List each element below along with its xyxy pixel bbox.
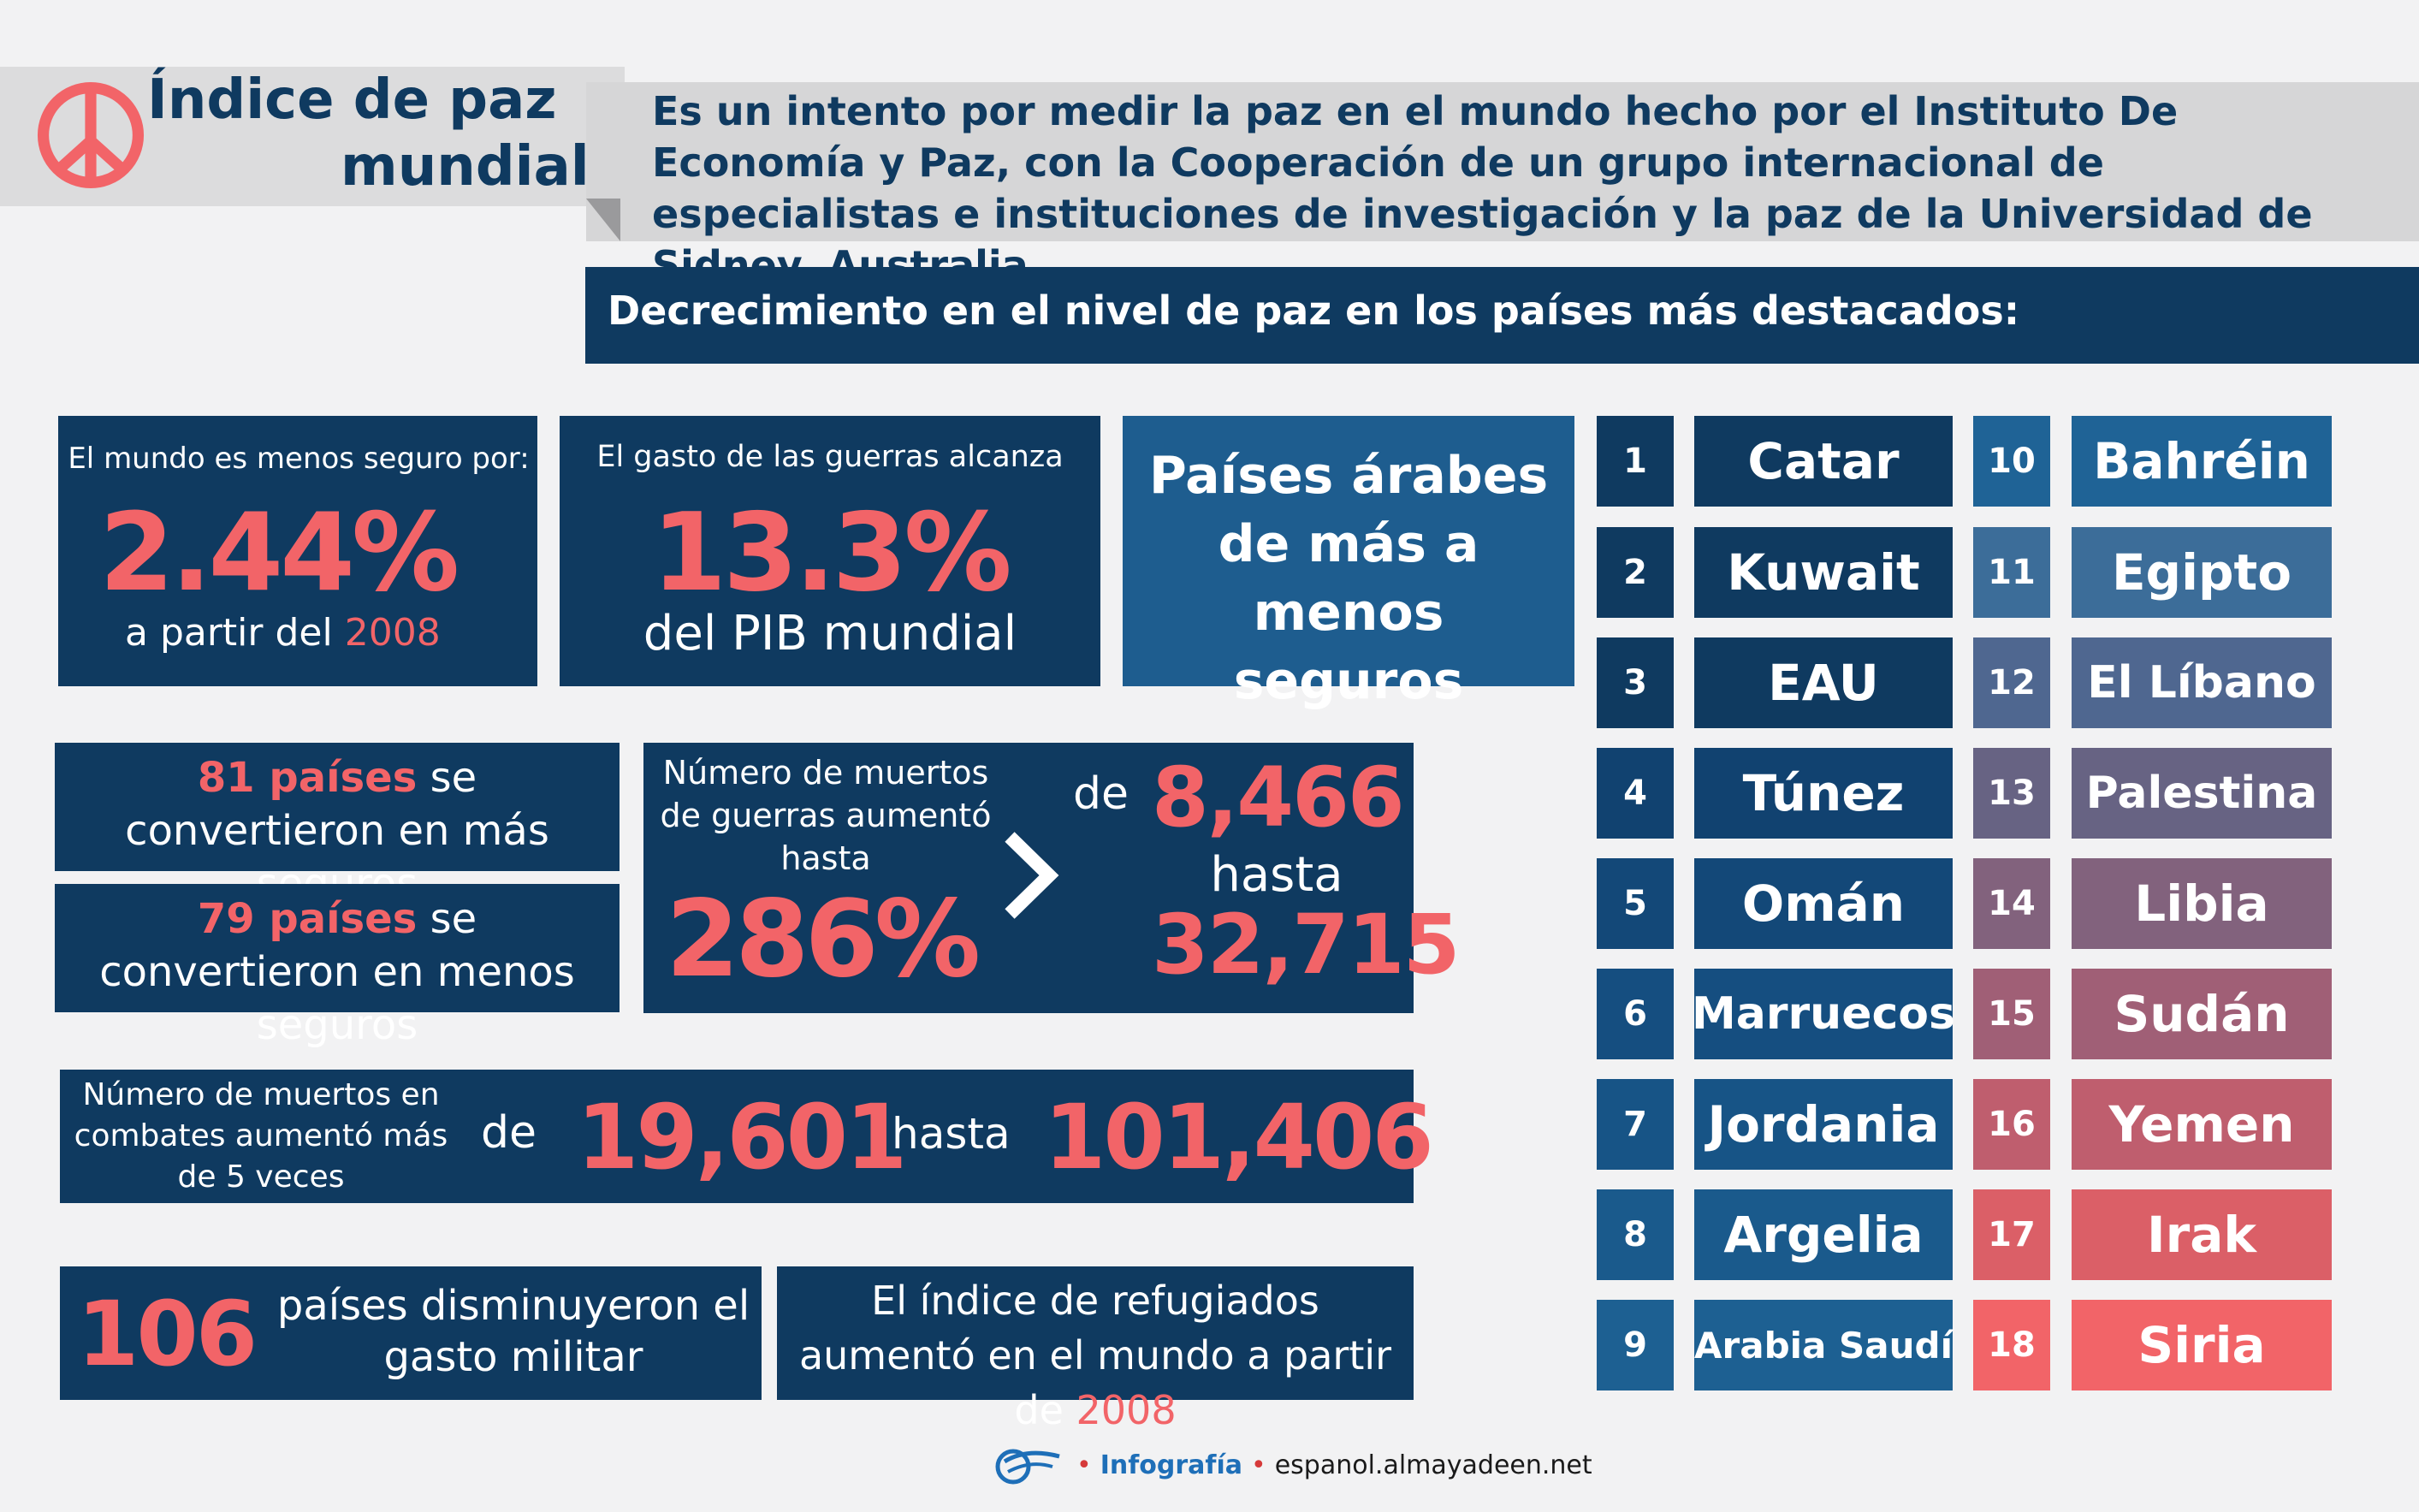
rank-country: Siria — [2072, 1300, 2332, 1390]
rank-number: 4 — [1597, 748, 1674, 839]
footer-url[interactable]: espanol.almayadeen.net — [1274, 1450, 1592, 1480]
rank-country: Bahréin — [2072, 416, 2332, 507]
stat-war-deaths-from-label: de — [1073, 768, 1129, 820]
stat-safer-number: 81 países — [197, 754, 418, 802]
stat-less-safe-value: 2.44% — [99, 489, 459, 615]
stat-war-deaths-to-value: 32,715 — [1152, 897, 1460, 993]
rank-country: El Líbano — [2072, 637, 2332, 728]
stat-war-deaths: Número de muertos de guerras aumentó has… — [643, 743, 1460, 1013]
stat-refugees: El índice de refugiados aumentó en el mu… — [777, 1266, 1414, 1433]
rank-country: Kuwait — [1694, 527, 1953, 618]
stat-combat-deaths-to-value: 101,406 — [1044, 1085, 1434, 1189]
rank-number: 10 — [1973, 416, 2050, 507]
stat-combat-deaths-from-value: 19,601 — [577, 1085, 907, 1189]
stat-less-safe-content: 79 países se convertieron en menos segur… — [63, 892, 611, 1052]
stat-less-safe-countries-number: 79 países — [197, 895, 418, 943]
rank-number: 8 — [1597, 1189, 1674, 1280]
rank-number: 9 — [1597, 1300, 1674, 1390]
rank-number: 17 — [1973, 1189, 2050, 1280]
arab-countries-heading: Países árabes de más a menos seguros — [1148, 446, 1549, 711]
rank-country: Irak — [2072, 1189, 2332, 1280]
stat-less-safe-prefix: a partir del — [125, 611, 333, 655]
almayadeen-logo-icon — [995, 1449, 1060, 1485]
description-fold — [586, 199, 620, 241]
subtitle-band — [585, 267, 2419, 364]
rank-country: Egipto — [2072, 527, 2332, 618]
rank-country: Jordania — [1694, 1079, 1953, 1170]
stat-war-deaths-label: Número de muertos de guerras aumentó has… — [660, 754, 992, 877]
stat-less-safe-footer: a partir del 2008 — [125, 611, 441, 655]
stat-military-spending-text: países disminuyeron el gasto militar — [276, 1282, 750, 1381]
stat-less-safe-label: El mundo es menos seguro por: — [68, 442, 530, 476]
peace-icon — [37, 81, 145, 189]
stat-combat-deaths-label: Número de muertos en combates aumentó má… — [74, 1077, 448, 1195]
footer-label: Infografía — [1100, 1450, 1242, 1480]
stat-military-spending: 106 países disminuyeron el gasto militar — [60, 1266, 762, 1400]
stat-safer-countries: 81 países se convertieron en más seguros — [55, 743, 620, 908]
stat-war-spending-label: El gasto de las guerras alcanza — [596, 440, 1064, 474]
stat-war-deaths-from-value: 8,466 — [1152, 750, 1405, 845]
stat-less-safe-year: 2008 — [344, 611, 441, 655]
rank-number: 11 — [1973, 527, 2050, 618]
arab-countries-heading-box: Países árabes de más a menos seguros — [1123, 416, 1574, 711]
rank-number: 14 — [1973, 858, 2050, 949]
stat-war-deaths-percent: 286% — [666, 878, 981, 1001]
stat-military-spending-number: 106 — [77, 1282, 258, 1386]
rank-number: 1 — [1597, 416, 1674, 507]
rank-country: Palestina — [2072, 748, 2332, 839]
description-band — [586, 82, 2419, 241]
rank-number: 12 — [1973, 637, 2050, 728]
rank-number: 13 — [1973, 748, 2050, 839]
rank-number: 16 — [1973, 1079, 2050, 1170]
rank-country: Argelia — [1694, 1189, 1953, 1280]
rank-number: 2 — [1597, 527, 1674, 618]
page-title: Índice de paz — [147, 68, 557, 132]
rank-number: 5 — [1597, 858, 1674, 949]
stat-refugees-text: El índice de refugiados aumentó en el mu… — [798, 1278, 1392, 1433]
footer: • Infografía • espanol.almayadeen.net — [993, 1441, 1592, 1489]
rank-number: 18 — [1973, 1300, 2050, 1390]
rank-country: Arabia Saudí — [1694, 1300, 1953, 1390]
stat-less-safe: El mundo es menos seguro por: 2.44% a pa… — [58, 416, 537, 686]
rank-country: EAU — [1694, 637, 1953, 728]
stat-war-spending-value: 13.3% — [651, 489, 1011, 615]
page-title-line2: mundial — [341, 135, 590, 199]
stat-combat-deaths: Número de muertos en combates aumentó má… — [60, 1070, 1434, 1203]
rank-country: Catar — [1694, 416, 1953, 507]
rank-country: Sudán — [2072, 969, 2332, 1059]
rank-country: Marruecos — [1692, 969, 1955, 1059]
rank-number: 3 — [1597, 637, 1674, 728]
stat-refugees-year: 2008 — [1076, 1387, 1177, 1433]
footer-dot: • — [1250, 1450, 1266, 1480]
rank-number: 15 — [1973, 969, 2050, 1059]
rank-number: 6 — [1597, 969, 1674, 1059]
stat-war-spending: El gasto de las guerras alcanza 13.3% de… — [560, 416, 1100, 686]
footer-dot: • — [1076, 1450, 1092, 1480]
rank-country: Libia — [2072, 858, 2332, 949]
stat-less-safe-countries: 79 países se convertieron en menos segur… — [55, 884, 620, 1049]
description-text: Es un intento por medir la paz en el mun… — [652, 88, 2313, 288]
chevron-right-icon — [1005, 832, 1059, 919]
rank-country: Omán — [1694, 858, 1953, 949]
stat-combat-deaths-to-label: hasta — [892, 1109, 1011, 1159]
rank-country: Yemen — [2072, 1079, 2332, 1170]
stat-war-deaths-to-label: hasta — [1210, 847, 1343, 903]
subtitle: Decrecimiento en el nivel de paz en los … — [608, 288, 2020, 334]
stat-refugees-content: El índice de refugiados aumentó en el mu… — [780, 1273, 1410, 1438]
stat-war-spending-suffix: del PIB mundial — [643, 606, 1017, 661]
rank-number: 7 — [1597, 1079, 1674, 1170]
stat-less-safe-countries-text: se convertieron en menos seguros — [99, 895, 575, 1049]
rank-country: Túnez — [1694, 748, 1953, 839]
stat-combat-deaths-from-label: de — [481, 1107, 537, 1159]
